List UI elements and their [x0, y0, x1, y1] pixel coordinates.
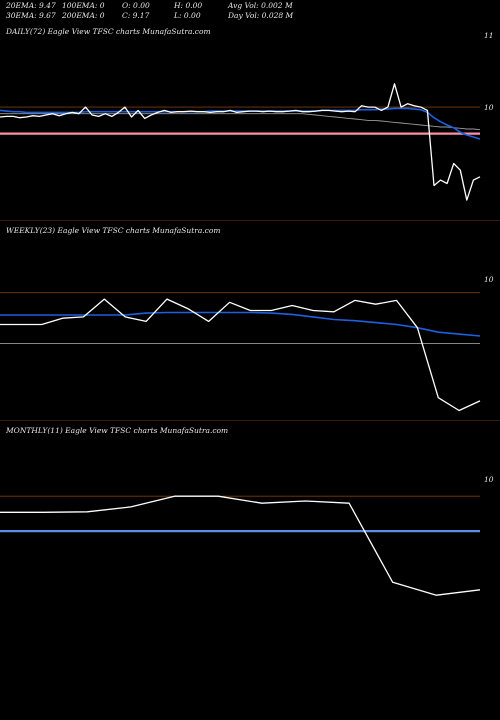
avg-vol-readout: Avg Vol: 0.002 M	[228, 1, 293, 10]
day-vol-readout: Day Vol: 0.028 M	[228, 11, 294, 20]
daily-chart	[0, 83, 481, 201]
monthly-ytick-10: 10	[484, 475, 494, 484]
ema100-readout: 100EMA: 0	[62, 1, 105, 10]
price-series-line	[0, 83, 481, 201]
monthly-chart	[0, 420, 500, 596]
ema-series-line	[0, 311, 481, 337]
price-series-line	[0, 298, 481, 412]
weekly-ytick-10: 10	[484, 275, 494, 284]
low-readout: L: 0.00	[174, 11, 201, 20]
weekly-chart	[0, 220, 500, 412]
open-readout: O: 0.00	[122, 1, 150, 10]
daily-ytick-10: 10	[484, 103, 494, 112]
daily-panel-label: DAILY(72) Eagle View TFSC charts MunafaS…	[6, 27, 211, 36]
price-series-line	[0, 495, 481, 596]
ema20-readout: 20EMA: 9.47	[6, 1, 56, 10]
weekly-panel-label: WEEKLY(23) Eagle View TFSC charts Munafa…	[6, 226, 221, 235]
ema200-readout: 200EMA: 0	[62, 11, 105, 20]
ema30-readout: 30EMA: 9.67	[6, 11, 56, 20]
daily-ytick-11: 11	[484, 31, 494, 40]
gray-series-line	[0, 113, 481, 131]
close-readout: C: 9.17	[122, 11, 150, 20]
monthly-panel-label: MONTHLY(11) Eagle View TFSC charts Munaf…	[6, 426, 229, 435]
high-readout: H: 0.00	[174, 1, 203, 10]
